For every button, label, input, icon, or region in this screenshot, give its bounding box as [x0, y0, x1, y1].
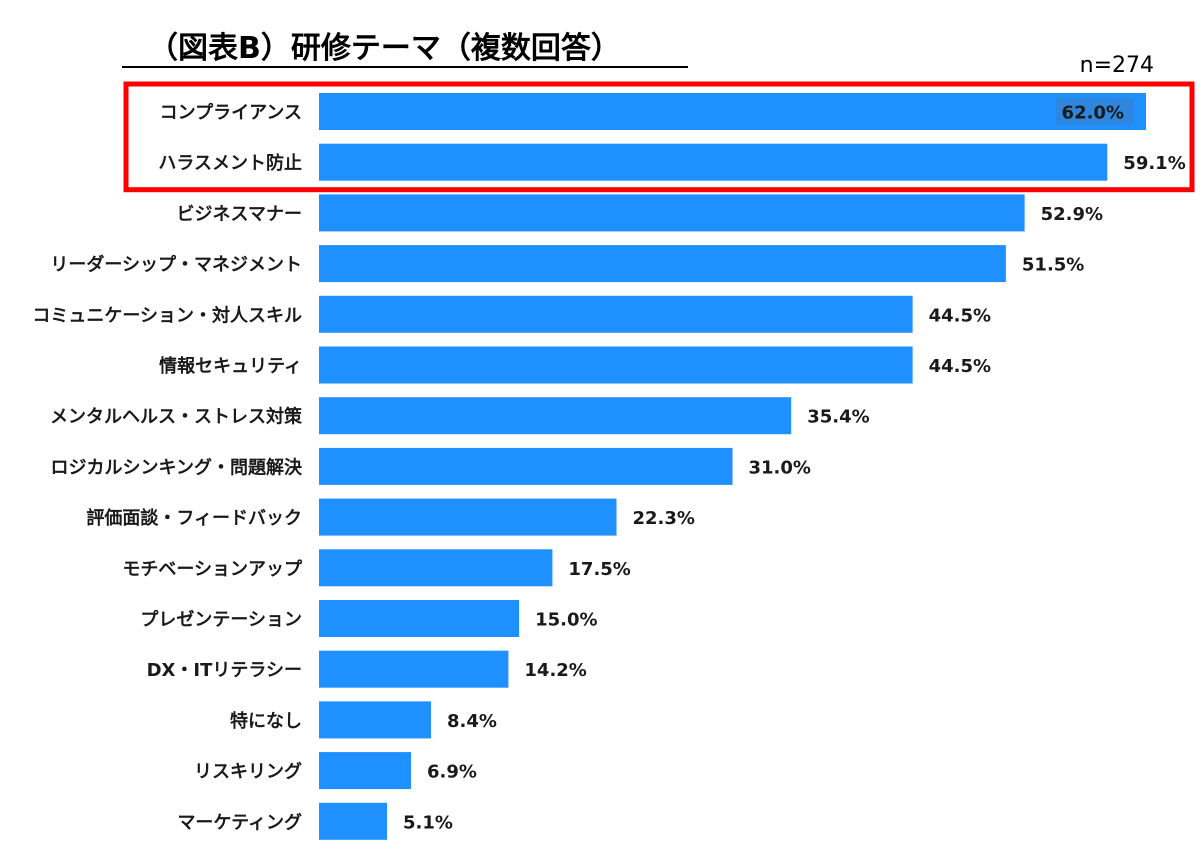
bar-7 — [319, 397, 792, 435]
value-label: 8.4% — [447, 711, 497, 732]
value-label: 51.5% — [1022, 255, 1084, 276]
chart-title: （図表B）研修テーマ（複数回答） — [148, 31, 621, 66]
bar-15 — [319, 802, 387, 840]
bar-4 — [319, 245, 1006, 283]
category-label: プレゼンテーション — [140, 609, 302, 631]
category-label: 評価面談・フィードバック — [86, 507, 302, 529]
value-label-background — [1056, 98, 1134, 125]
bar-8 — [319, 447, 733, 485]
highlight-box — [123, 81, 1195, 193]
bar-12 — [319, 650, 509, 688]
value-label: 14.2% — [524, 660, 586, 681]
value-label: 31.0% — [749, 457, 811, 478]
category-label: コミュニケーション・対人スキル — [32, 304, 302, 326]
category-label: 特になし — [230, 710, 302, 732]
bar-2 — [319, 143, 1108, 181]
value-label: 44.5% — [929, 305, 991, 326]
value-label: 15.0% — [535, 610, 597, 631]
bar-6 — [319, 346, 913, 384]
category-label: メンタルヘルス・ストレス対策 — [50, 406, 303, 428]
bar-11 — [319, 600, 520, 637]
value-label: 22.3% — [633, 508, 695, 529]
value-label: 52.9% — [1041, 204, 1103, 225]
bar-5 — [319, 295, 913, 333]
value-label: 6.9% — [427, 762, 477, 783]
category-label: リーダーシップ・マネジメント — [50, 254, 302, 276]
value-labels: 62.0% 59.1% 52.9% 51.5% 44.5% 44.5% 35.4% 31.0%… — [403, 98, 1186, 833]
category-label: ロジカルシンキング・問題解決 — [51, 456, 303, 478]
category-label: DX・ITリテラシー — [147, 660, 302, 681]
value-label: 35.4% — [807, 407, 869, 428]
bars-layer — [319, 93, 1146, 840]
category-label: コンプライアンス — [160, 102, 302, 124]
value-label: 5.1% — [403, 812, 453, 833]
value-label: 62.0% — [1062, 103, 1124, 124]
bar-1 — [319, 93, 1146, 130]
category-label: リスキリング — [194, 761, 302, 783]
category-label: マーケティング — [177, 811, 302, 833]
value-label: 17.5% — [568, 559, 630, 580]
value-label: 59.1% — [1123, 153, 1185, 174]
bar-14 — [319, 752, 411, 790]
bar-3 — [319, 194, 1025, 232]
category-labels: コンプライアンスハラスメント防止ビジネスマナーリーダーシップ・マネジメントコミュ… — [32, 102, 303, 834]
category-label: ビジネスマナー — [177, 204, 302, 225]
value-label: 44.5% — [929, 356, 991, 377]
category-label: ハラスメント防止 — [158, 152, 302, 174]
bar-13 — [319, 701, 431, 739]
bar-9 — [319, 498, 617, 536]
sample-size-label: n=274 — [1080, 53, 1154, 78]
category-label: モチベーションアップ — [122, 558, 303, 580]
category-label: 情報セキュリティ — [159, 355, 302, 377]
bar-10 — [319, 549, 553, 587]
